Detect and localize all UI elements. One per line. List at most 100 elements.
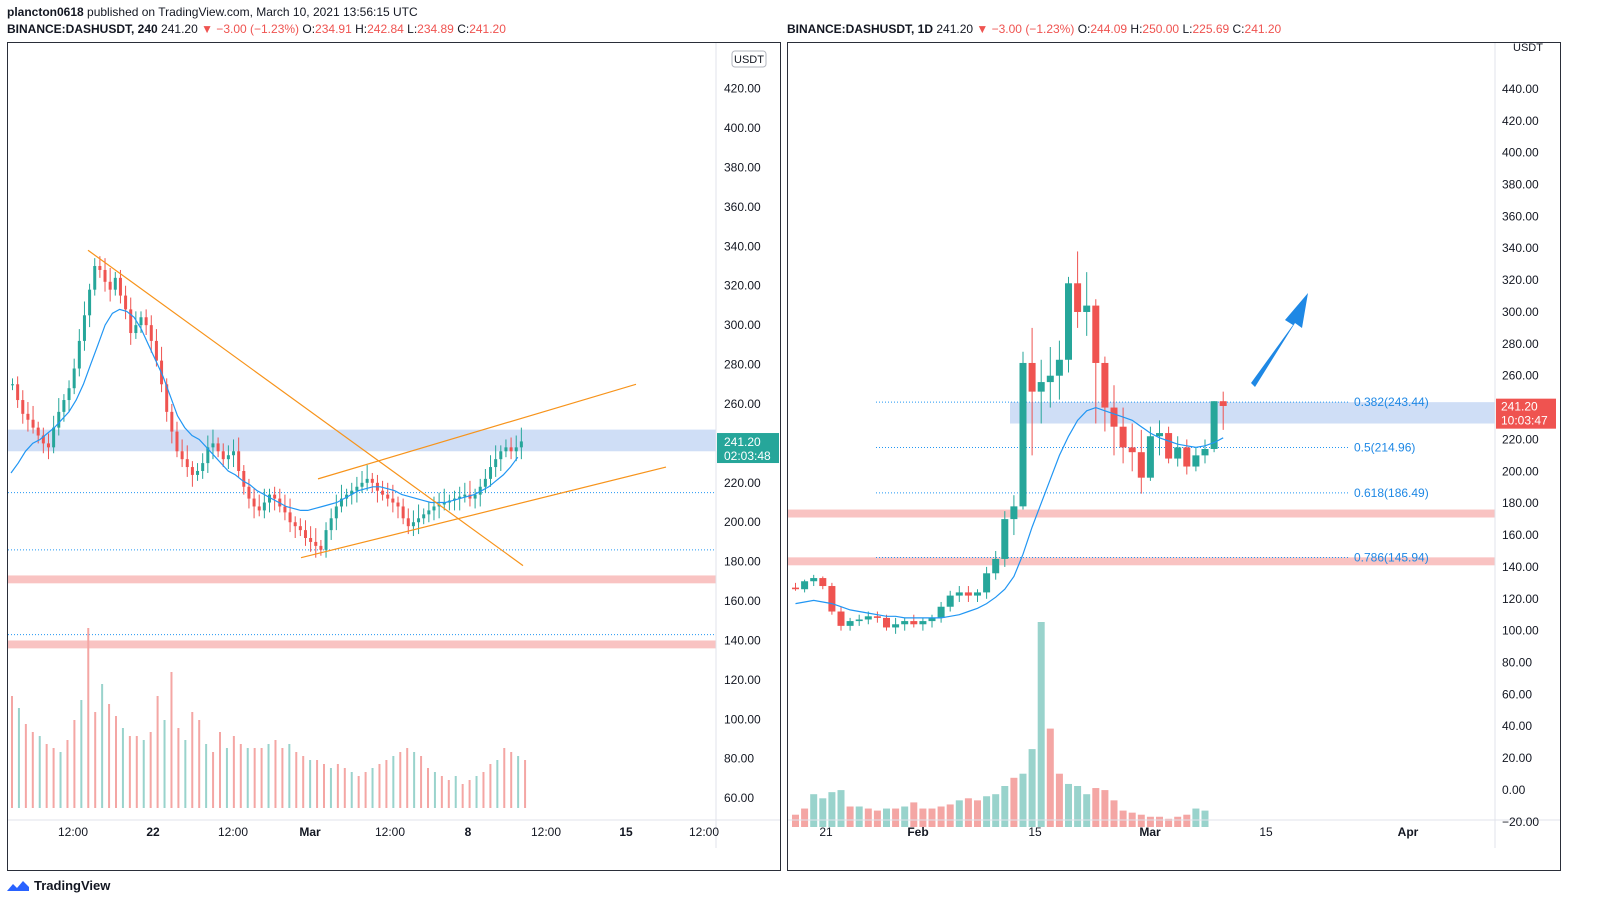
candle-body	[828, 586, 836, 612]
candle-body	[1101, 362, 1109, 408]
volume-bar	[267, 744, 270, 808]
y-tick-label: 180.00	[724, 555, 761, 569]
candle-body	[442, 502, 446, 505]
y-tick-label: 200.00	[724, 515, 761, 529]
y-tick-label: 360.00	[724, 200, 761, 214]
candle-body	[432, 506, 436, 511]
volume-bar	[115, 716, 117, 808]
y-tick-label: 320.00	[1502, 273, 1539, 287]
volume-bar	[937, 806, 945, 827]
chart-panel-4h[interactable]: 60.00 80.00 100.00 120.00 140.00 160.00 180.00…	[7, 42, 781, 871]
volume-bar	[837, 790, 845, 827]
y-tick-label: 280.00	[1502, 337, 1539, 351]
candle-body	[1074, 283, 1082, 312]
candle-body	[401, 506, 405, 519]
candle-body	[1119, 426, 1127, 448]
y-tick-label: 220.00	[1502, 432, 1539, 446]
high-value: 242.84	[367, 22, 404, 36]
candle-body	[1183, 447, 1191, 467]
candle-body	[1156, 433, 1163, 437]
volume-bar	[992, 794, 1000, 827]
volume-bar	[323, 764, 325, 808]
volume-bar	[274, 740, 277, 808]
volume-bar	[336, 764, 339, 808]
volume-bar	[364, 772, 367, 808]
close-label: C:	[1232, 22, 1245, 36]
volume-bar	[910, 802, 918, 827]
candle-body	[901, 621, 909, 625]
candle-body	[1010, 506, 1018, 520]
candle-body	[1137, 452, 1145, 478]
volume-bar	[883, 808, 890, 827]
x-tick-label: 22	[146, 825, 160, 839]
volume-bar	[17, 708, 20, 808]
volume-bar	[1046, 728, 1054, 827]
x-tick-label: 15	[1259, 825, 1273, 839]
volume-bar	[864, 808, 872, 827]
candle-body	[129, 309, 133, 334]
symbol-label[interactable]: BINANCE:DASHUSDT, 1D	[787, 22, 934, 36]
volume-bar	[873, 810, 881, 827]
candle-body	[139, 317, 143, 326]
candle-body	[31, 419, 35, 428]
candle-body	[339, 498, 343, 507]
volume-bar	[1110, 800, 1118, 827]
chart-1d-svg[interactable]: 0.382(243.44) 0.5(214.96) 0.618(186.49) 0.7…	[788, 43, 1560, 848]
candle-body	[499, 451, 503, 460]
zone-rect-1	[788, 509, 1495, 518]
volume-bar	[135, 736, 138, 808]
candle-body	[494, 459, 498, 468]
brand-label: TradingView	[34, 878, 111, 893]
projection-arrow	[1251, 293, 1308, 387]
chart-panel-1d[interactable]: 0.382(243.44) 0.5(214.96) 0.618(186.49) 0.7…	[787, 42, 1561, 871]
candle-body	[1210, 401, 1218, 449]
price-badge-value: 241.20	[724, 435, 761, 449]
candle-body	[324, 530, 328, 550]
volume-bar	[1119, 810, 1127, 827]
candle-body	[1219, 401, 1227, 406]
volume-bar	[170, 672, 173, 808]
volume-bar	[198, 720, 201, 808]
tradingview-footer[interactable]: TradingView	[6, 878, 110, 893]
volume-bar	[73, 720, 76, 808]
candle-body	[928, 617, 936, 622]
volume-bar	[901, 806, 909, 827]
y-tick-label: 60.00	[1502, 687, 1532, 701]
candle-body	[406, 518, 410, 527]
chart-4h-svg[interactable]: 60.00 80.00 100.00 120.00 140.00 160.00 180.00…	[8, 43, 780, 848]
candle-body	[103, 269, 107, 282]
volume-bar	[1074, 786, 1082, 827]
countdown-timer: 02:03:48	[724, 449, 771, 463]
y-tick-label: −20.00	[1502, 815, 1539, 829]
candle-body	[36, 427, 40, 436]
volume-bar	[288, 744, 291, 808]
candle-body	[190, 467, 194, 475]
candle-body	[293, 522, 297, 527]
candle-body	[314, 541, 318, 546]
candle-body	[16, 384, 20, 401]
author-name[interactable]: plancton0618	[7, 5, 84, 19]
volume-bar	[964, 798, 972, 827]
y-tick-label: 380.00	[1502, 178, 1539, 192]
volume-bar	[855, 806, 863, 827]
volume-bar	[239, 744, 242, 808]
candle-body	[262, 502, 266, 511]
volume-bar	[101, 684, 104, 808]
symbol-label[interactable]: BINANCE:DASHUSDT, 240	[7, 22, 158, 36]
volume-bar	[846, 806, 854, 827]
candle-body	[873, 616, 881, 618]
volume-bar	[447, 780, 450, 808]
volume-bar	[475, 776, 478, 808]
candle-body	[463, 494, 467, 497]
candle-body	[88, 289, 92, 316]
x-tick-label: 21	[819, 825, 833, 839]
y-tick-label: 180.00	[1502, 496, 1539, 510]
x-tick-label: 15	[619, 825, 633, 839]
volume-bar	[468, 780, 471, 808]
volume-bar	[928, 808, 936, 827]
x-tick-label: 12:00	[58, 825, 88, 839]
candle-body	[355, 486, 359, 491]
volume-bar	[1183, 814, 1191, 827]
close-label: C:	[457, 22, 470, 36]
volume-bar	[156, 696, 159, 808]
